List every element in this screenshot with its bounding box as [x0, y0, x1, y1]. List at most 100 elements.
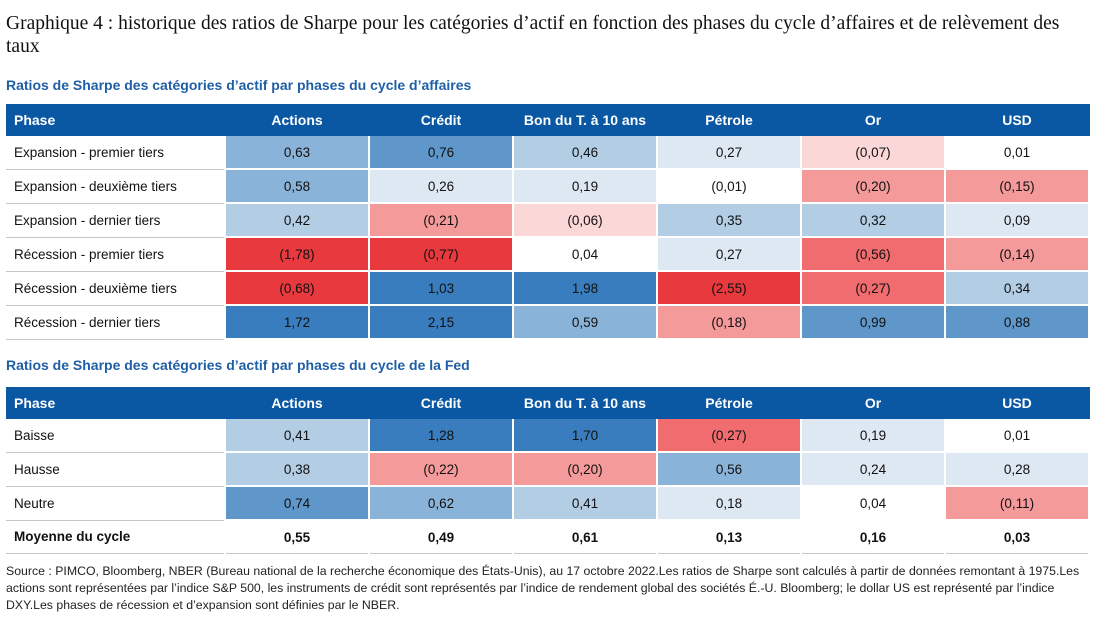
value-cell-usd: (0,14) — [945, 237, 1090, 272]
table-row: Hausse 0,38 (0,22) (0,20) 0,56 0,24 0,28 — [6, 452, 1090, 487]
value-cell-usd: 0,28 — [945, 452, 1090, 487]
value-cell-treasury-10y: 0,61 — [513, 520, 658, 554]
header-gold: Or — [801, 387, 946, 419]
header-usd: USD — [945, 387, 1090, 419]
fed-cycle-subtitle: Ratios de Sharpe des catégories d’actif … — [6, 357, 470, 373]
value-cell-oil: 0,27 — [657, 136, 802, 170]
value-cell-usd: (0,15) — [945, 169, 1090, 204]
value-cell-usd: 0,88 — [945, 305, 1090, 340]
header-actions: Actions — [225, 104, 370, 136]
phase-cell: Récession - deuxième tiers — [6, 271, 226, 306]
table-row: Expansion - dernier tiers 0,42 (0,21) (0,06… — [6, 203, 1090, 238]
header-oil: Pétrole — [657, 104, 802, 136]
value-cell-treasury-10y: 1,70 — [513, 419, 658, 453]
value-cell-usd: 0,09 — [945, 203, 1090, 238]
value-cell-actions: 0,63 — [225, 136, 370, 170]
table-row: Expansion - deuxième tiers 0,58 0,26 0,19 (0… — [6, 169, 1090, 204]
value-cell-gold: 0,32 — [801, 203, 946, 238]
value-cell-oil: 0,56 — [657, 452, 802, 487]
table-row: Récession - deuxième tiers (0,68) 1,03 1,98… — [6, 271, 1090, 306]
value-cell-gold: (0,20) — [801, 169, 946, 204]
value-cell-usd: 0,03 — [945, 520, 1090, 554]
phase-cell: Récession - premier tiers — [6, 237, 226, 272]
value-cell-credit: (0,21) — [369, 203, 514, 238]
table-row: Récession - premier tiers (1,78) (0,77) 0,0… — [6, 237, 1090, 272]
phase-cell: Hausse — [6, 452, 226, 487]
value-cell-actions: (1,78) — [225, 237, 370, 272]
value-cell-treasury-10y: 0,59 — [513, 305, 658, 340]
header-phase: Phase — [6, 387, 226, 419]
value-cell-gold: (0,56) — [801, 237, 946, 272]
header-usd: USD — [945, 104, 1090, 136]
value-cell-credit: (0,77) — [369, 237, 514, 272]
value-cell-usd: 0,01 — [945, 419, 1090, 453]
value-cell-treasury-10y: 0,19 — [513, 169, 658, 204]
value-cell-treasury-10y: (0,20) — [513, 452, 658, 487]
value-cell-oil: 0,35 — [657, 203, 802, 238]
header-treasury-10y: Bon du T. à 10 ans — [513, 387, 658, 419]
value-cell-credit: 2,15 — [369, 305, 514, 340]
business-cycle-table: Phase Actions Crédit Bon du T. à 10 ans … — [6, 104, 1090, 340]
table-row: Neutre 0,74 0,62 0,41 0,18 0,04 (0,11) — [6, 486, 1090, 521]
value-cell-oil: (0,01) — [657, 169, 802, 204]
phase-cell: Neutre — [6, 486, 226, 521]
phase-cell: Moyenne du cycle — [6, 520, 226, 554]
table-row: Expansion - premier tiers 0,63 0,76 0,46 0,2… — [6, 136, 1090, 170]
header-treasury-10y: Bon du T. à 10 ans — [513, 104, 658, 136]
value-cell-credit: 0,49 — [369, 520, 514, 554]
table-row: Récession - dernier tiers 1,72 2,15 0,59 (0,… — [6, 305, 1090, 340]
value-cell-gold: (0,07) — [801, 136, 946, 170]
chart-title: Graphique 4 : historique des ratios de S… — [6, 13, 1060, 57]
value-cell-oil: 0,18 — [657, 486, 802, 521]
business-cycle-subtitle: Ratios de Sharpe des catégories d’actif … — [6, 77, 472, 93]
header-gold: Or — [801, 104, 946, 136]
phase-cell: Expansion - dernier tiers — [6, 203, 226, 238]
value-cell-credit: 1,03 — [369, 271, 514, 306]
phase-cell: Expansion - deuxième tiers — [6, 169, 226, 204]
value-cell-gold: 0,99 — [801, 305, 946, 340]
value-cell-oil: (0,18) — [657, 305, 802, 340]
phase-cell: Récession - dernier tiers — [6, 305, 226, 340]
value-cell-treasury-10y: 0,04 — [513, 237, 658, 272]
value-cell-credit: (0,22) — [369, 452, 514, 487]
value-cell-gold: 0,24 — [801, 452, 946, 487]
value-cell-credit: 0,76 — [369, 136, 514, 170]
value-cell-oil: (0,27) — [657, 419, 802, 453]
phase-cell: Expansion - premier tiers — [6, 136, 226, 170]
value-cell-usd: (0,11) — [945, 486, 1090, 521]
value-cell-actions: 0,38 — [225, 452, 370, 487]
value-cell-oil: 0,13 — [657, 520, 802, 554]
fed-cycle-table: Phase Actions Crédit Bon du T. à 10 ans … — [6, 387, 1090, 554]
header-phase: Phase — [6, 104, 226, 136]
table-header-row: Phase Actions Crédit Bon du T. à 10 ans … — [6, 387, 1090, 419]
phase-cell: Baisse — [6, 419, 226, 453]
value-cell-gold: 0,19 — [801, 419, 946, 453]
value-cell-actions: 0,74 — [225, 486, 370, 521]
value-cell-oil: 0,27 — [657, 237, 802, 272]
table-header-row: Phase Actions Crédit Bon du T. à 10 ans … — [6, 104, 1090, 136]
value-cell-usd: 0,34 — [945, 271, 1090, 306]
value-cell-actions: 0,41 — [225, 419, 370, 453]
value-cell-actions: 0,58 — [225, 169, 370, 204]
value-cell-actions: (0,68) — [225, 271, 370, 306]
value-cell-oil: (2,55) — [657, 271, 802, 306]
value-cell-treasury-10y: (0,06) — [513, 203, 658, 238]
value-cell-actions: 0,55 — [225, 520, 370, 554]
value-cell-usd: 0,01 — [945, 136, 1090, 170]
header-credit: Crédit — [369, 387, 514, 419]
value-cell-gold: 0,04 — [801, 486, 946, 521]
source-note: Source : PIMCO, Bloomberg, NBER (Bureau … — [6, 564, 1080, 612]
average-row: Moyenne du cycle 0,55 0,49 0,61 0,13 0,16 0,03 — [6, 520, 1090, 554]
header-credit: Crédit — [369, 104, 514, 136]
value-cell-actions: 1,72 — [225, 305, 370, 340]
value-cell-credit: 0,62 — [369, 486, 514, 521]
table-row: Baisse 0,41 1,28 1,70 (0,27) 0,19 0,01 — [6, 419, 1090, 453]
value-cell-treasury-10y: 0,46 — [513, 136, 658, 170]
value-cell-credit: 0,26 — [369, 169, 514, 204]
header-oil: Pétrole — [657, 387, 802, 419]
header-actions: Actions — [225, 387, 370, 419]
value-cell-actions: 0,42 — [225, 203, 370, 238]
value-cell-credit: 1,28 — [369, 419, 514, 453]
value-cell-treasury-10y: 0,41 — [513, 486, 658, 521]
value-cell-gold: 0,16 — [801, 520, 946, 554]
